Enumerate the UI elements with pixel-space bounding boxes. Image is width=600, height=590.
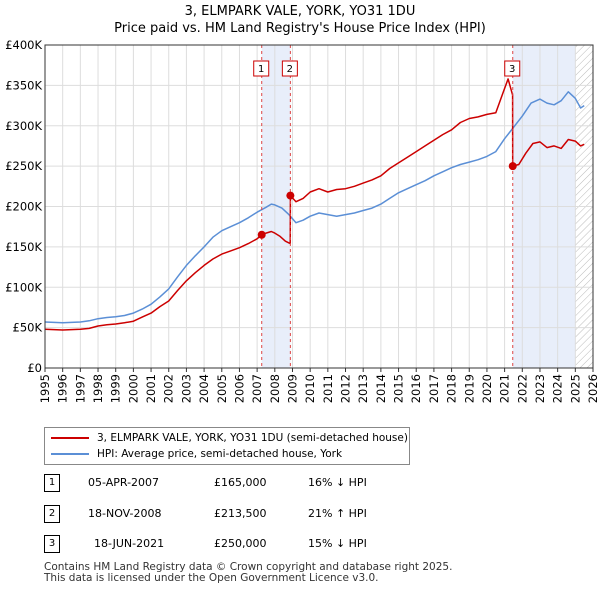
y-tick-label: £0 xyxy=(27,361,42,375)
price-chart: 1 2 3 £0 £50K £100K £150K £200K £250K £300K £350K… xyxy=(5,38,600,403)
x-tick-label: 2024 xyxy=(551,374,565,403)
x-tick-label: 2012 xyxy=(339,374,353,403)
x-tick-label: 2010 xyxy=(303,374,317,403)
x-tick-label: 2026 xyxy=(586,374,600,403)
x-tick-label: 2015 xyxy=(392,374,406,403)
x-tick-label: 1998 xyxy=(91,374,105,403)
sale-marker-box xyxy=(281,60,298,77)
x-tick-label: 2002 xyxy=(162,374,176,403)
x-tick-label: 2014 xyxy=(374,374,388,403)
x-tick-label: 2001 xyxy=(144,374,158,403)
sale-point xyxy=(286,191,295,200)
sale-marker-box xyxy=(253,60,270,77)
sale-price: £250,000 xyxy=(214,537,267,550)
sale-badge: 3 xyxy=(44,535,60,553)
sale-price: £165,000 xyxy=(214,476,267,489)
x-tick-label: 2013 xyxy=(356,374,370,403)
sale-row: 3 18-JUN-2021 £250,000 15% ↓ HPI xyxy=(44,535,600,553)
sale-marker-label: 1 xyxy=(258,64,264,75)
y-tick-label: £250K xyxy=(5,159,42,173)
y-tick-label: £300K xyxy=(5,119,42,133)
plot-border xyxy=(44,44,594,369)
x-tick-label: 2007 xyxy=(250,374,264,403)
legend: 3, ELMPARK VALE, YORK, YO31 1DU (semi-de… xyxy=(44,427,410,465)
x-tick-label: 2004 xyxy=(197,374,211,403)
x-tick-label: 2018 xyxy=(445,374,459,403)
sale-marker-box xyxy=(504,60,521,77)
sale-marker-label: 2 xyxy=(287,64,293,75)
x-tick-label: 1996 xyxy=(56,374,70,403)
x-tick-label: 2019 xyxy=(462,374,476,403)
sale-badge: 2 xyxy=(44,505,60,523)
x-tick-label: 2023 xyxy=(533,374,547,403)
x-tick-label: 2006 xyxy=(232,374,246,403)
x-tick-label: 2017 xyxy=(427,374,441,403)
x-tick-label: 2022 xyxy=(515,374,529,403)
y-tick-label: £100K xyxy=(5,280,42,294)
sale-hpi-diff: 16% ↓ HPI xyxy=(308,476,367,489)
y-tick-label: £50K xyxy=(13,321,43,335)
property-price-line xyxy=(44,78,585,331)
sale-price: £213,500 xyxy=(214,507,267,520)
legend-label-hpi: HPI: Average price, semi-detached house,… xyxy=(97,448,343,460)
x-tick-label: 2021 xyxy=(498,374,512,403)
chart-subtitle: Price paid vs. HM Land Registry's House … xyxy=(114,21,486,36)
x-tick-label: 2008 xyxy=(268,374,282,403)
sale-badge: 1 xyxy=(44,474,60,492)
y-tick-label: £350K xyxy=(5,78,42,92)
y-tick-label: £150K xyxy=(5,240,42,254)
sale-date: 05-APR-2007 xyxy=(88,476,160,489)
legend-label-property: 3, ELMPARK VALE, YORK, YO31 1DU (semi-de… xyxy=(97,432,408,444)
x-tick-label: 2009 xyxy=(285,374,299,403)
hpi-line xyxy=(44,91,585,324)
sale-point xyxy=(257,230,266,239)
y-tick-label: £200K xyxy=(5,200,42,214)
x-tick-label: 2000 xyxy=(126,374,140,403)
footer-copyright: Contains HM Land Registry data © Crown c… xyxy=(44,561,453,573)
x-tick-label: 2003 xyxy=(179,374,193,403)
x-tick-label: 1995 xyxy=(38,374,52,403)
sale-point xyxy=(508,162,517,171)
sale-date: 18-JUN-2021 xyxy=(94,537,165,550)
y-tick-label: £400K xyxy=(5,38,42,52)
x-tick-label: 1997 xyxy=(73,374,87,403)
chart-title: 3, ELMPARK VALE, YORK, YO31 1DU xyxy=(184,4,416,19)
sale-marker-label: 3 xyxy=(509,64,515,75)
legend-item-hpi: HPI: Average price, semi-detached house,… xyxy=(51,446,342,462)
sale-row: 1 05-APR-2007 £165,000 16% ↓ HPI xyxy=(44,474,600,492)
sale-row: 2 18-NOV-2008 £213,500 21% ↑ HPI xyxy=(44,505,600,523)
footer: Contains HM Land Registry data © Crown c… xyxy=(44,562,452,584)
x-tick-label: 2016 xyxy=(409,374,423,403)
legend-item-property: 3, ELMPARK VALE, YORK, YO31 1DU (semi-de… xyxy=(51,430,408,446)
x-tick-label: 2005 xyxy=(215,374,229,403)
legend-swatch-blue xyxy=(51,453,89,455)
sale-hpi-diff: 21% ↑ HPI xyxy=(308,507,367,520)
footer-licence: This data is licensed under the Open Gov… xyxy=(44,572,379,584)
sale-hpi-diff: 15% ↓ HPI xyxy=(308,537,367,550)
x-tick-label: 2025 xyxy=(568,374,582,403)
x-tick-label: 2011 xyxy=(321,374,335,403)
sale-date: 18-NOV-2008 xyxy=(88,507,162,520)
x-tick-label: 1999 xyxy=(109,374,123,403)
legend-swatch-red xyxy=(51,437,89,439)
x-tick-label: 2020 xyxy=(480,374,494,403)
